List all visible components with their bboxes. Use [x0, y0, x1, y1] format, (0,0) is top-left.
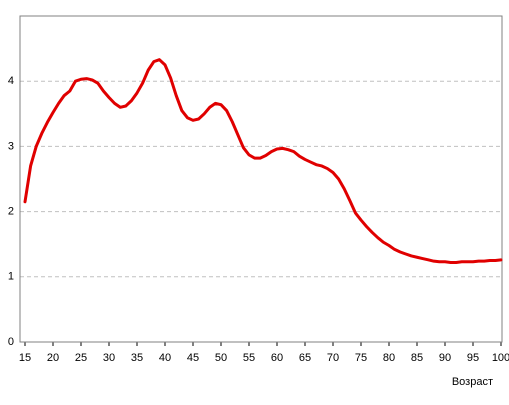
data-line [23, 58, 503, 264]
y-tick-label: 4 [8, 75, 14, 87]
x-tick-label: 30 [103, 352, 115, 364]
x-tick-label: 40 [159, 352, 171, 364]
x-tick-label: 100 [492, 352, 509, 364]
y-tick-label: 3 [8, 140, 14, 152]
x-tick-label: 55 [243, 352, 255, 364]
x-tick-label: 75 [355, 352, 367, 364]
x-axis-label: Возраст [452, 376, 493, 388]
x-tick-label: 45 [187, 352, 199, 364]
x-tick-label: 20 [47, 352, 59, 364]
x-tick-label: 90 [439, 352, 451, 364]
x-tick-label: 60 [271, 352, 283, 364]
x-tick-label: 80 [383, 352, 395, 364]
y-tick-label: 0 [8, 336, 14, 348]
x-tick-label: 70 [327, 352, 339, 364]
x-tick-label: 25 [75, 352, 87, 364]
x-tick-label: 65 [299, 352, 311, 364]
x-tick-label: 95 [467, 352, 479, 364]
y-tick-label: 1 [8, 271, 14, 283]
x-tick-label: 85 [411, 352, 423, 364]
x-tick-label: 50 [215, 352, 227, 364]
x-tick-label: 15 [19, 352, 31, 364]
x-tick-label: 35 [131, 352, 143, 364]
plot-frame [19, 15, 503, 343]
y-tick-label: 2 [8, 206, 14, 218]
